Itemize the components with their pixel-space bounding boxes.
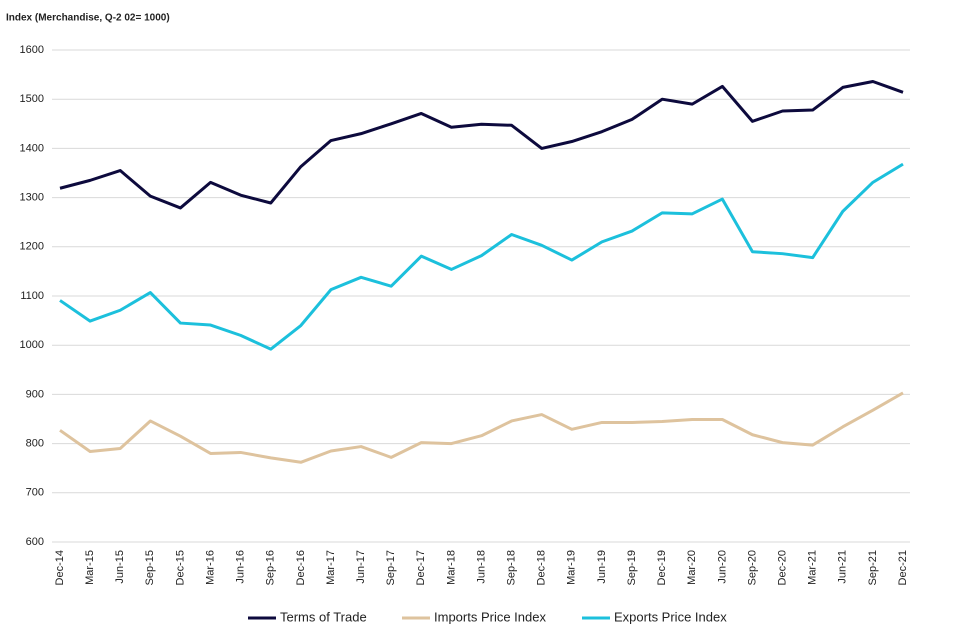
x-tick-label: Mar-16 <box>204 550 216 585</box>
line-series <box>59 391 904 464</box>
x-tick-label: Dec-20 <box>776 550 788 585</box>
x-tick-label: Mar-21 <box>807 550 819 585</box>
x-tick-label: Dec-18 <box>536 550 548 585</box>
x-tick-label: Sep-16 <box>265 550 277 585</box>
legend-label: Terms of Trade <box>280 609 367 624</box>
x-tick-label: Sep-20 <box>746 550 758 585</box>
x-tick-label: Jun-16 <box>235 550 247 584</box>
y-tick-label: 1100 <box>20 290 44 302</box>
y-tick-label: 900 <box>26 388 44 400</box>
x-tick-label: Jun-18 <box>475 550 487 584</box>
y-tick-label: 1000 <box>20 339 44 351</box>
x-tick-label: Sep-21 <box>867 550 879 585</box>
line-series <box>59 79 904 210</box>
x-tick-label: Mar-17 <box>325 550 337 585</box>
x-tick-label: Dec-16 <box>295 550 307 585</box>
y-tick-label: 1200 <box>20 241 44 253</box>
x-tick-label: Dec-15 <box>174 550 186 585</box>
x-tick-label: Dec-17 <box>415 550 427 585</box>
y-tick-label: 1500 <box>20 93 44 105</box>
x-tick-label: Jun-19 <box>596 550 608 584</box>
legend-label: Imports Price Index <box>434 609 546 624</box>
x-tick-label: Mar-19 <box>566 550 578 585</box>
chart-title: Index (Merchandise, Q-2 02= 1000) <box>6 13 170 24</box>
x-tick-label: Dec-19 <box>656 550 668 585</box>
y-tick-label: 1600 <box>20 44 44 56</box>
y-tick-label: 600 <box>26 536 44 548</box>
x-tick-label: Mar-18 <box>445 550 457 585</box>
x-tick-label: Dec-21 <box>897 550 909 585</box>
x-tick-label: Sep-15 <box>144 550 156 585</box>
legend-label: Exports Price Index <box>614 609 727 624</box>
x-tick-label: Jun-21 <box>837 550 849 584</box>
x-tick-label: Jun-20 <box>716 550 728 584</box>
x-tick-label: Jun-15 <box>114 550 126 584</box>
x-tick-label: Dec-14 <box>54 550 66 585</box>
x-tick-label: Mar-15 <box>84 550 96 585</box>
y-tick-label: 1400 <box>20 142 44 154</box>
line-series <box>59 162 904 351</box>
x-tick-label: Sep-17 <box>385 550 397 585</box>
x-tick-label: Sep-19 <box>626 550 638 585</box>
y-tick-label: 800 <box>26 438 44 450</box>
x-tick-label: Sep-18 <box>506 550 518 585</box>
x-tick-label: Mar-20 <box>686 550 698 585</box>
y-tick-label: 1300 <box>20 192 44 204</box>
x-tick-label: Jun-17 <box>355 550 367 584</box>
y-tick-label: 700 <box>26 487 44 499</box>
